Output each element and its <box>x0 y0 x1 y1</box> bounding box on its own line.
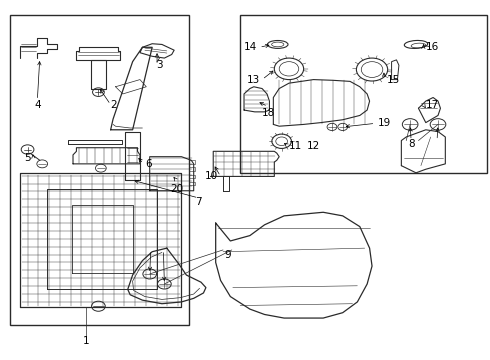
Bar <box>189 182 195 185</box>
Bar <box>240 15 487 173</box>
Text: 16: 16 <box>426 42 439 52</box>
Bar <box>189 175 195 178</box>
Text: 17: 17 <box>426 100 439 110</box>
Text: 3: 3 <box>156 60 163 70</box>
Text: 10: 10 <box>205 171 218 181</box>
Bar <box>10 15 189 325</box>
Text: 7: 7 <box>196 197 202 207</box>
Bar <box>189 160 195 164</box>
Text: 2: 2 <box>110 100 117 110</box>
Text: 6: 6 <box>145 159 151 169</box>
Text: 8: 8 <box>408 139 415 149</box>
Bar <box>189 167 195 171</box>
Text: 11: 11 <box>289 141 302 151</box>
Text: 15: 15 <box>387 75 400 85</box>
Text: 5: 5 <box>24 153 31 163</box>
Text: 19: 19 <box>378 118 391 128</box>
Text: 20: 20 <box>170 184 183 194</box>
Text: 4: 4 <box>34 100 41 110</box>
Text: 12: 12 <box>307 141 320 151</box>
Text: 13: 13 <box>246 75 260 85</box>
Text: 18: 18 <box>261 108 274 118</box>
Text: 9: 9 <box>224 250 231 260</box>
Text: 14: 14 <box>244 42 257 52</box>
Text: 1: 1 <box>83 336 90 346</box>
